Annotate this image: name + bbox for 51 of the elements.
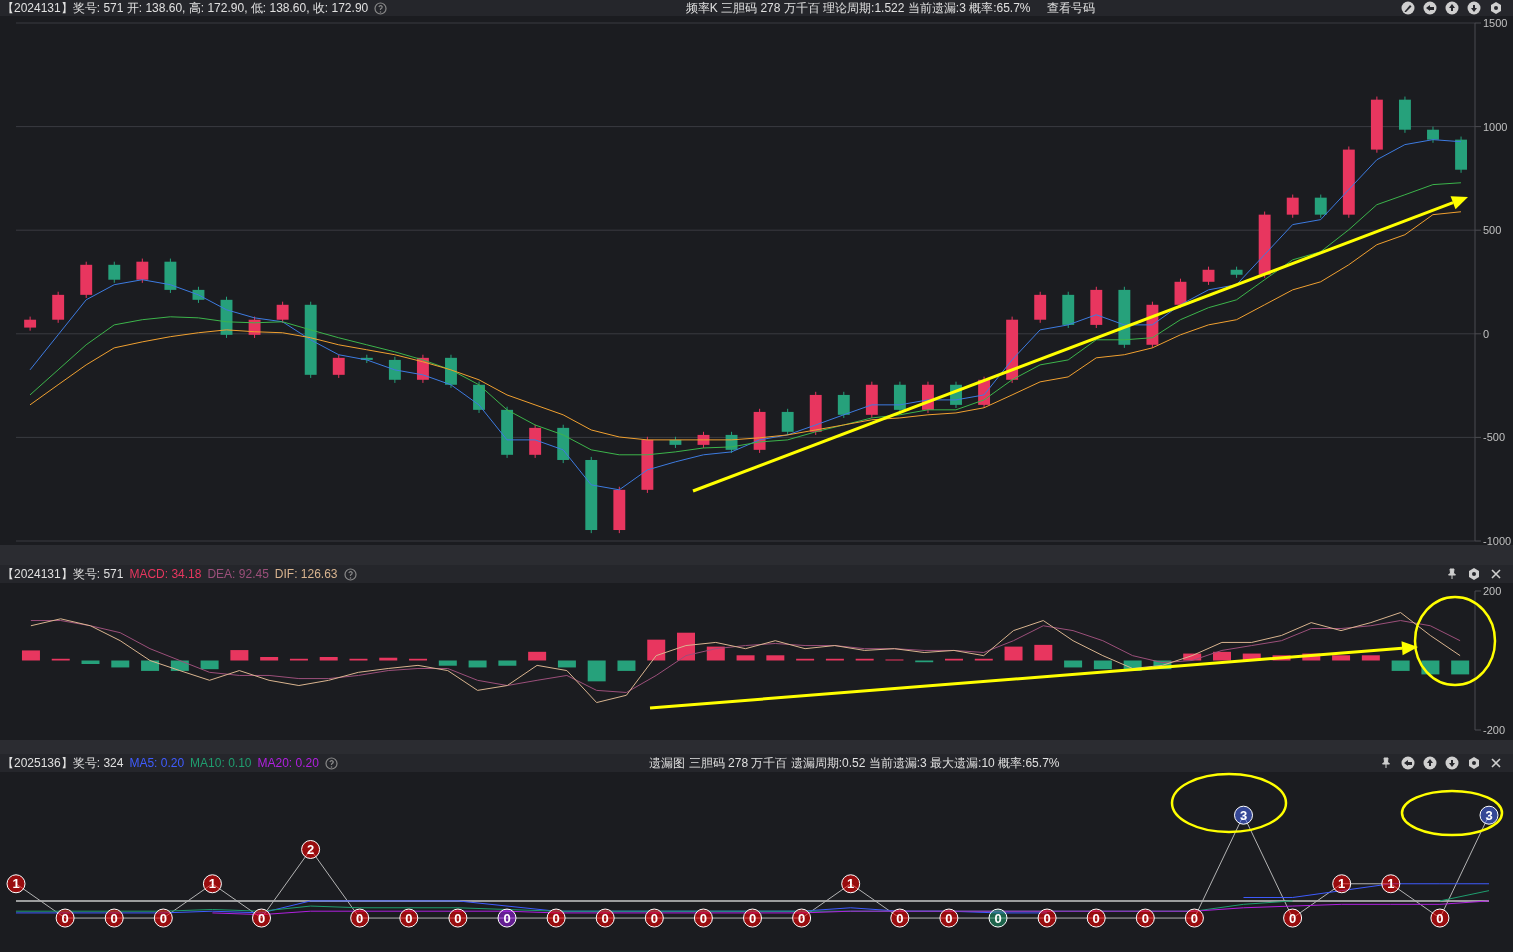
data-label: 0 [159, 910, 167, 926]
data-label: 2 [306, 842, 315, 858]
data-label: 0 [1043, 910, 1051, 926]
data-label: 0 [110, 910, 118, 926]
chart-title: 【2024131】奖号: 571 开: 138.60, 高: 172.90, 低: 138.60, 收: 172.90 [2, 0, 369, 17]
text: DEA: 92.45 [207, 567, 269, 581]
data-label: 1 [12, 876, 20, 892]
text: 查看号码 [1046, 0, 1095, 17]
data-label: 3 [1239, 807, 1248, 823]
data-label: 0 [405, 910, 413, 926]
y-tick-label: 500 [1483, 224, 1502, 237]
text: MA20: 0.20 [257, 756, 319, 770]
data-label: 0 [1436, 910, 1444, 926]
chart-subtitle: 频率K 三胆码 278 万千百 理论周期:1.522 当前遗漏:3 概率:65.7% [685, 0, 1031, 17]
data-label: 0 [503, 910, 511, 926]
text: MACD: 34.18 [129, 567, 202, 581]
text: MA10: 0.10 [190, 756, 252, 770]
y-tick-label: 1000 [1483, 120, 1508, 133]
data-label: 0 [699, 910, 708, 926]
y-tick-label: 1500 [1483, 16, 1508, 29]
data-label: 0 [552, 910, 560, 926]
data-label: 1 [847, 876, 855, 892]
data-label: 1 [1387, 876, 1395, 892]
chart-subtitle: 遗漏图 三胆码 278 万千百 遗漏周期:0.52 当前遗漏:3 最大遗漏:10 概率:65.7% [649, 754, 1060, 772]
y-tick-label: -1000 [1483, 534, 1512, 547]
data-label: 1 [208, 876, 217, 892]
data-label: 0 [1288, 910, 1297, 926]
data-label: 0 [61, 910, 69, 926]
data-label: 0 [257, 910, 266, 926]
data-label: 0 [994, 910, 1002, 926]
data-label: 0 [1190, 910, 1199, 926]
data-label: 0 [454, 910, 462, 926]
y-tick-label: -500 [1483, 431, 1506, 444]
data-label: 0 [748, 910, 757, 926]
text: DIF: 126.63 [274, 567, 338, 581]
data-label: 0 [601, 910, 609, 926]
data-label: 3 [1485, 807, 1493, 823]
data-label: 0 [945, 910, 953, 926]
data-label: 0 [896, 910, 904, 926]
y-tick-label: 0 [1483, 327, 1490, 340]
data-label: 0 [356, 910, 364, 926]
y-tick-label: -200 [1483, 723, 1506, 736]
text: MA5: 0.20 [129, 756, 185, 770]
data-label: 0 [797, 910, 806, 926]
data-label: 1 [1338, 876, 1346, 892]
chart-title: 【2024131】奖号: 571 [2, 565, 124, 583]
data-label: 0 [1141, 910, 1149, 926]
data-label: 0 [1092, 910, 1100, 926]
y-tick-label: 200 [1483, 584, 1502, 597]
chart-title: 【2025136】奖号: 324 [2, 754, 124, 772]
data-label: 0 [650, 910, 658, 926]
